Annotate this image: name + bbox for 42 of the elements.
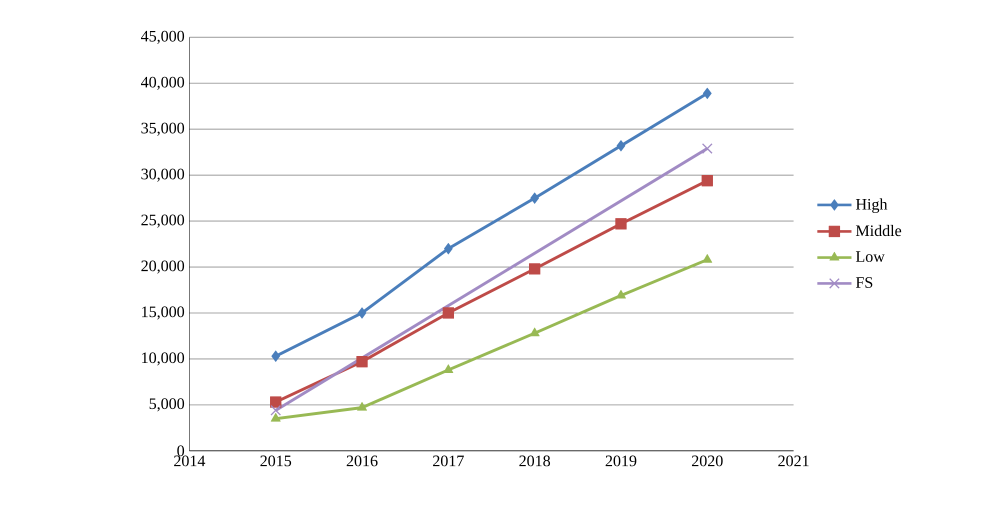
legend-label: High xyxy=(856,198,888,213)
y-tick-label: 35,000 xyxy=(141,122,184,136)
legend-label: FS xyxy=(856,277,872,288)
x-tick-label: 2020 xyxy=(692,455,723,466)
y-tick-label: 20,000 xyxy=(141,260,184,274)
y-tick-label: 30,000 xyxy=(141,168,184,182)
y-tick-label: 40,000 xyxy=(140,76,184,90)
x-tick-label: 2018 xyxy=(519,455,550,466)
point xyxy=(270,396,282,408)
point xyxy=(271,350,280,362)
y-tick-label: 15,000 xyxy=(142,306,184,320)
point xyxy=(356,356,368,368)
point xyxy=(442,307,454,319)
point xyxy=(357,402,367,411)
point xyxy=(616,290,626,298)
point xyxy=(530,192,539,204)
point xyxy=(270,412,281,422)
y-tick-label: 45,000 xyxy=(140,30,184,44)
point xyxy=(444,242,453,254)
point xyxy=(616,140,626,152)
point xyxy=(528,263,540,274)
x-tick-label: 2019 xyxy=(606,455,636,466)
y-tick-label: 5,000 xyxy=(150,398,184,412)
y-tick-label: 0 xyxy=(177,445,184,456)
point xyxy=(702,254,712,263)
point xyxy=(270,404,282,416)
y-tick-label: 10,000 xyxy=(142,352,184,366)
x-tick-label: 2021 xyxy=(778,455,809,466)
legend-label: Low xyxy=(856,251,885,262)
x-tick-label: 2015 xyxy=(260,455,292,466)
legend-label: Middle xyxy=(856,224,902,236)
x-tick-label: 2017 xyxy=(433,455,464,466)
point xyxy=(702,88,712,99)
point xyxy=(530,327,540,336)
x-tick-label: 2014 xyxy=(174,455,206,466)
point xyxy=(358,307,366,319)
x-tick-label: 2016 xyxy=(346,455,378,466)
point xyxy=(702,143,713,154)
point xyxy=(702,174,713,186)
point xyxy=(615,218,627,230)
y-tick-label: 25,000 xyxy=(141,214,184,228)
point xyxy=(443,364,454,373)
